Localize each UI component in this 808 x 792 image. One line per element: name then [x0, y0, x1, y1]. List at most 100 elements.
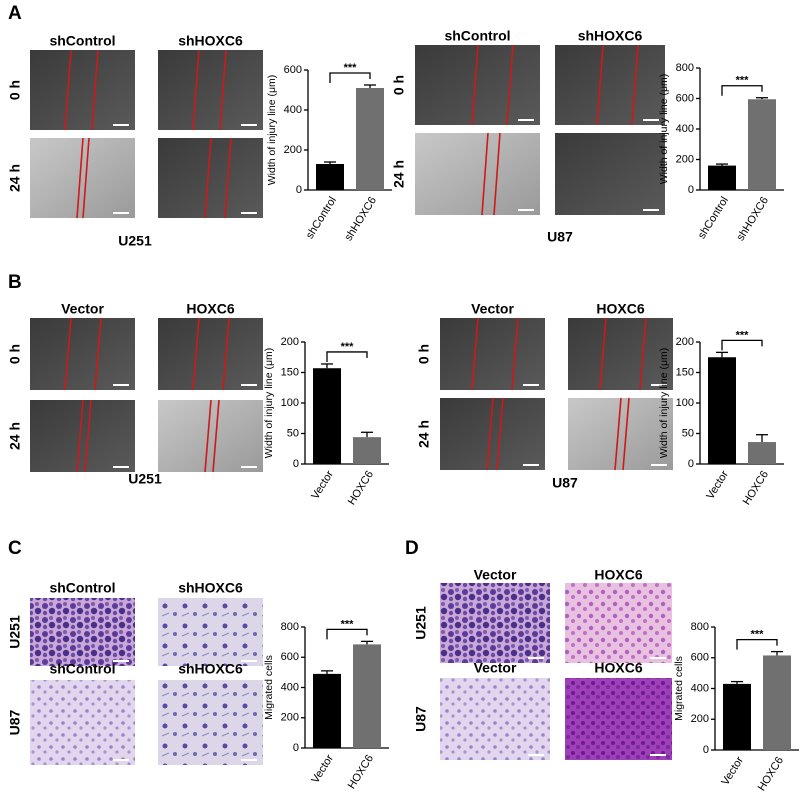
wound-edge — [493, 132, 501, 216]
y-axis-label: Migrated cells — [263, 655, 275, 720]
wound-edge — [471, 317, 479, 391]
bar — [763, 655, 791, 750]
y-tick-label: 0 — [688, 458, 694, 470]
y-tick-label: 0 — [296, 184, 302, 196]
significance-bracket — [736, 638, 778, 650]
row-label: 0 h — [416, 344, 432, 364]
micrograph — [30, 50, 135, 130]
wound-edge — [76, 399, 84, 473]
micrograph — [555, 45, 665, 125]
wound-edge — [82, 137, 90, 219]
column-label: shControl — [49, 33, 115, 49]
significance-bracket — [326, 351, 368, 362]
column-label: shHOXC6 — [178, 661, 243, 677]
y-tick-label: 200 — [676, 336, 694, 348]
y-tick-label: 600 — [676, 92, 694, 104]
panel-letter: A — [8, 3, 22, 24]
micrograph — [30, 598, 135, 666]
column-label: Vector — [474, 660, 517, 676]
column-label: shControl — [444, 28, 510, 44]
micrograph — [440, 583, 550, 663]
column-label: Vector — [471, 301, 514, 317]
cell-line-caption: U87 — [552, 475, 578, 491]
wound-edge — [192, 317, 200, 391]
column-label: HOXC6 — [594, 660, 642, 676]
wound-edge — [64, 49, 72, 131]
y-tick-label: 600 — [691, 652, 709, 664]
x-tick-label: Vector — [309, 468, 336, 501]
wound-edge — [84, 399, 92, 473]
micrograph — [565, 678, 672, 760]
micrograph — [158, 50, 263, 130]
column-label: Vector — [474, 567, 517, 583]
micrograph — [415, 133, 540, 215]
bar — [313, 673, 341, 748]
wound-edge — [614, 397, 622, 471]
row-label: 24 h — [416, 420, 432, 448]
significance-label: *** — [344, 62, 358, 74]
wound-edge — [622, 397, 630, 471]
row-label: 0 h — [391, 75, 407, 95]
y-tick-label: 400 — [691, 682, 709, 694]
bar — [356, 88, 384, 190]
y-tick-label: 200 — [284, 144, 302, 156]
significance-label: *** — [736, 75, 750, 87]
y-tick-label: 150 — [676, 366, 694, 378]
y-tick-label: 800 — [691, 621, 709, 633]
wound-edge — [94, 317, 102, 391]
bar — [316, 164, 344, 190]
y-axis-label: Width of injury line (μm) — [266, 75, 278, 186]
y-tick-label: 400 — [284, 104, 302, 116]
wound-edge — [212, 399, 220, 473]
micrograph — [555, 133, 665, 215]
wound-edge — [224, 137, 232, 219]
significance-bracket — [721, 339, 763, 351]
micrograph — [30, 318, 135, 390]
column-label: Vector — [61, 301, 104, 317]
micrograph — [158, 680, 263, 765]
panel-letter: B — [8, 272, 22, 293]
y-axis-label: Width of injury line (μm) — [658, 348, 670, 459]
micrograph — [158, 318, 263, 390]
y-tick-label: 100 — [676, 397, 694, 409]
x-tick-label: shControl — [696, 195, 731, 241]
y-tick-label: 400 — [281, 681, 299, 693]
y-axis-label: Width of injury line (μm) — [263, 348, 275, 459]
panel-letter: C — [8, 538, 22, 559]
wound-edge — [506, 44, 514, 126]
x-tick-label: HOXC6 — [741, 469, 771, 508]
y-tick-label: 800 — [676, 62, 694, 74]
column-label: HOXC6 — [596, 301, 644, 317]
wound-edge — [486, 397, 494, 471]
micrograph — [440, 318, 545, 390]
significance-label: *** — [751, 629, 765, 641]
y-tick-label: 800 — [281, 621, 299, 633]
significance-label: *** — [341, 341, 355, 353]
y-axis-label: Width of injury line (μm) — [658, 74, 670, 185]
y-tick-label: 0 — [293, 742, 299, 754]
wound-edge — [192, 49, 200, 131]
bar — [708, 165, 736, 190]
y-tick-label: 200 — [691, 713, 709, 725]
y-tick-label: 200 — [281, 712, 299, 724]
y-tick-label: 0 — [293, 458, 299, 470]
wound-edge — [204, 399, 212, 473]
y-tick-label: 200 — [281, 336, 299, 348]
bar — [748, 99, 776, 190]
wound-edge — [76, 137, 84, 219]
cell-line-caption: U251 — [128, 471, 162, 487]
y-tick-label: 50 — [287, 427, 299, 439]
y-tick-label: 50 — [682, 427, 694, 439]
wound-edge — [219, 49, 227, 131]
bar — [723, 683, 751, 750]
row-label: 24 h — [7, 164, 23, 192]
x-tick-label: shHOXC6 — [343, 195, 379, 243]
wound-edge — [64, 317, 72, 391]
column-label: shHOXC6 — [178, 33, 243, 49]
wound-edge — [204, 137, 212, 219]
y-tick-label: 400 — [676, 123, 694, 135]
wound-edge — [496, 397, 504, 471]
micrograph — [158, 598, 263, 666]
wound-edge — [511, 317, 519, 391]
wound-edge — [639, 317, 647, 391]
